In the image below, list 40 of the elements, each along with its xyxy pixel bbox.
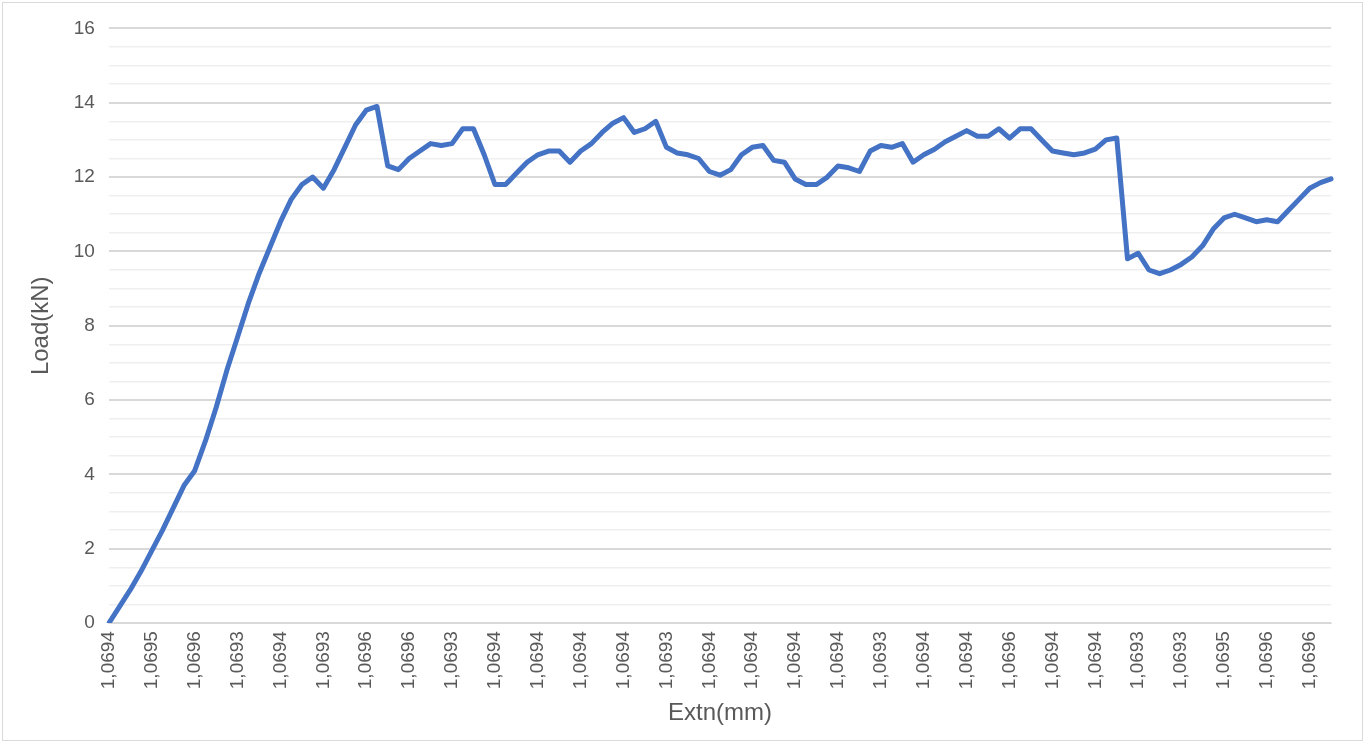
x-tick-label: 1,0696 [182,631,204,690]
x-tick-label: 1,0694 [568,630,590,690]
x-tick-label: 1,0694 [1040,630,1062,690]
y-tick-label: 12 [73,165,95,187]
x-tick-label: 1,0694 [912,630,934,690]
y-tick-label: 6 [84,388,95,410]
x-tick-label: 1,0694 [783,630,805,690]
y-tick-label: 8 [84,313,95,335]
x-tick-label: 1,0694 [611,630,633,690]
x-tick-label: 1,0696 [397,631,419,690]
x-tick-label: 1,0693 [311,631,333,690]
x-tick-label: 1,0695 [140,631,162,690]
y-tick-label: 4 [84,462,96,484]
y-tick-label: 2 [84,536,95,558]
x-tick-label: 1,0695 [1212,631,1234,690]
y-tick-label: 0 [84,611,95,633]
x-tick-label: 1,0694 [526,630,548,690]
x-tick-label: 1,0696 [1255,631,1277,690]
x-tick-label: 1,0696 [997,631,1019,690]
x-tick-label: 1,0696 [354,631,376,690]
x-tick-label: 1,0694 [826,630,848,690]
x-tick-label: 1,0694 [1083,630,1105,690]
x-tick-label: 1,0693 [869,631,891,690]
y-tick-label: 10 [73,239,95,261]
x-tick-label: 1,0694 [954,630,976,690]
x-axis-title: Extn(mm) [668,698,773,726]
x-tick-label: 1,0693 [440,631,462,690]
x-tick-label: 1,0694 [483,630,505,690]
x-tick-label: 1,0694 [97,630,119,690]
x-tick-label: 1,0693 [225,631,247,690]
x-tick-label: 1,0693 [654,631,676,690]
y-axis-title: Load(kN) [26,276,54,376]
x-tick-label: 1,0693 [1126,631,1148,690]
y-tick-label: 14 [73,90,96,112]
x-tick-label: 1,0694 [697,630,719,690]
x-tick-label: 1,0694 [740,630,762,690]
x-tick-label: 1,0693 [1169,631,1191,690]
x-tick-label: 1,0694 [268,630,290,690]
y-tick-label: 16 [73,16,95,38]
x-tick-label: 1,0696 [1297,631,1319,690]
